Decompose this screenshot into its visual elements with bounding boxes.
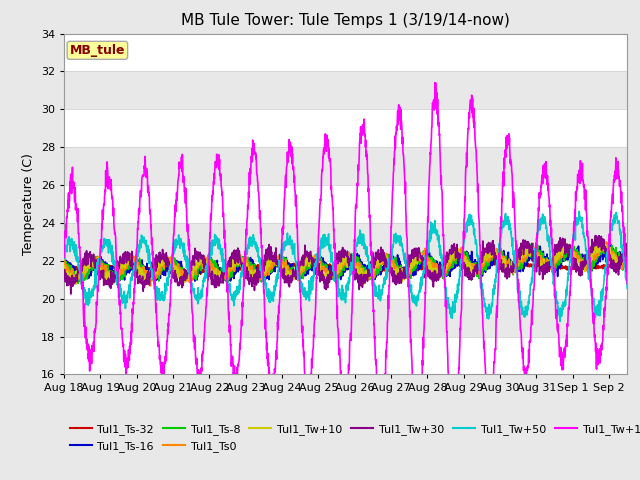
Bar [64, 299, 627, 336]
Legend: Tul1_Ts-32, Tul1_Ts-16, Tul1_Ts-8, Tul1_Ts0, Tul1_Tw+10, Tul1_Tw+30, Tul1_Tw+50,: Tul1_Ts-32, Tul1_Ts-16, Tul1_Ts-8, Tul1_… [70, 424, 640, 452]
Text: MB_tule: MB_tule [70, 44, 125, 57]
Bar [64, 109, 627, 147]
Bar [64, 72, 627, 109]
Bar [64, 261, 627, 299]
Bar [64, 336, 627, 374]
Title: MB Tule Tower: Tule Temps 1 (3/19/14-now): MB Tule Tower: Tule Temps 1 (3/19/14-now… [181, 13, 510, 28]
Bar [64, 147, 627, 185]
Bar [64, 223, 627, 261]
Bar [64, 185, 627, 223]
Bar [64, 34, 627, 72]
Y-axis label: Temperature (C): Temperature (C) [22, 153, 35, 255]
